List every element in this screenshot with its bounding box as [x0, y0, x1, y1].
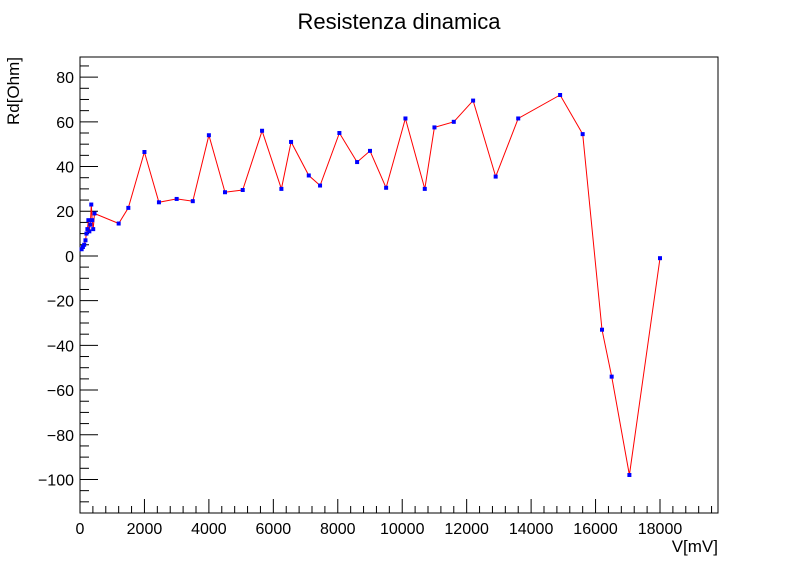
- y-axis-label: Rd[Ohm]: [4, 57, 23, 125]
- data-point: [206, 133, 211, 138]
- data-point: [240, 188, 245, 192]
- x-tick-label: 10000: [380, 521, 425, 538]
- data-point: [87, 229, 92, 234]
- data-point: [627, 473, 632, 477]
- data-point: [89, 202, 94, 207]
- x-tick-label: 6000: [256, 521, 292, 538]
- data-point: [658, 256, 662, 261]
- data-point: [80, 245, 85, 249]
- y-tick-label: 40: [56, 160, 74, 177]
- data-point: [558, 93, 563, 97]
- data-point: [142, 150, 147, 154]
- data-point: [600, 327, 604, 332]
- data-point: [79, 247, 84, 252]
- data-point: [91, 227, 96, 232]
- data-point: [86, 218, 91, 223]
- data-point: [174, 196, 179, 201]
- y-tick-label: −100: [38, 472, 74, 489]
- data-point: [90, 218, 95, 223]
- data-point: [83, 238, 88, 243]
- y-tick-label: −20: [47, 294, 74, 311]
- chart-title: Resistenza dinamica: [298, 9, 502, 34]
- data-point: [156, 200, 161, 205]
- data-point: [432, 125, 437, 130]
- data-point: [318, 183, 323, 188]
- axis-ticks: [79, 65, 713, 514]
- y-tick-label: −80: [47, 428, 74, 445]
- data-point: [289, 139, 294, 144]
- data-point: [116, 221, 121, 226]
- data-point: [384, 185, 389, 190]
- plot-frame: [79, 56, 719, 514]
- data-point: [84, 231, 89, 236]
- data-point: [493, 174, 498, 179]
- x-tick-label: 12000: [444, 521, 489, 538]
- data-point: [516, 116, 521, 121]
- x-axis-label: V[mV]: [672, 537, 718, 556]
- x-tick-label: 18000: [638, 521, 683, 538]
- data-point: [82, 242, 87, 247]
- x-tick-label: 2000: [127, 521, 163, 538]
- y-tick-label: −40: [47, 338, 74, 355]
- data-point: [580, 132, 585, 137]
- x-tick-labels: 0 2000 4000 6000 8000 10000 12000 14000 16000 180…: [76, 521, 683, 538]
- data-point: [306, 173, 311, 178]
- x-tick-label: 16000: [573, 521, 618, 538]
- data-point: [337, 131, 342, 135]
- data-point: [92, 211, 97, 216]
- data-point: [223, 190, 227, 195]
- data-point: [609, 374, 614, 379]
- y-tick-labels: −100 −80 −60 −40 −20 0 20 40 60 80: [38, 70, 74, 489]
- x-tick-label: 0: [76, 521, 85, 538]
- data-point: [190, 199, 195, 204]
- y-tick-label: 0: [65, 249, 74, 266]
- data-point: [368, 148, 372, 153]
- x-tick-label: 8000: [320, 521, 356, 538]
- series-points: [79, 93, 662, 477]
- data-point: [126, 205, 131, 210]
- data-point: [471, 98, 476, 103]
- data-point: [85, 227, 90, 232]
- y-tick-label: −60: [47, 383, 74, 400]
- data-point: [422, 186, 427, 191]
- data-point: [260, 128, 265, 133]
- y-tick-label: 20: [56, 204, 74, 221]
- x-tick-label: 14000: [509, 521, 554, 538]
- data-point: [279, 186, 284, 191]
- x-tick-label: 4000: [191, 521, 227, 538]
- y-tick-label: 60: [56, 115, 74, 132]
- data-point: [88, 222, 93, 227]
- data-point: [355, 160, 360, 165]
- y-tick-label: 80: [56, 70, 74, 87]
- data-point: [403, 116, 408, 121]
- data-point: [451, 119, 456, 124]
